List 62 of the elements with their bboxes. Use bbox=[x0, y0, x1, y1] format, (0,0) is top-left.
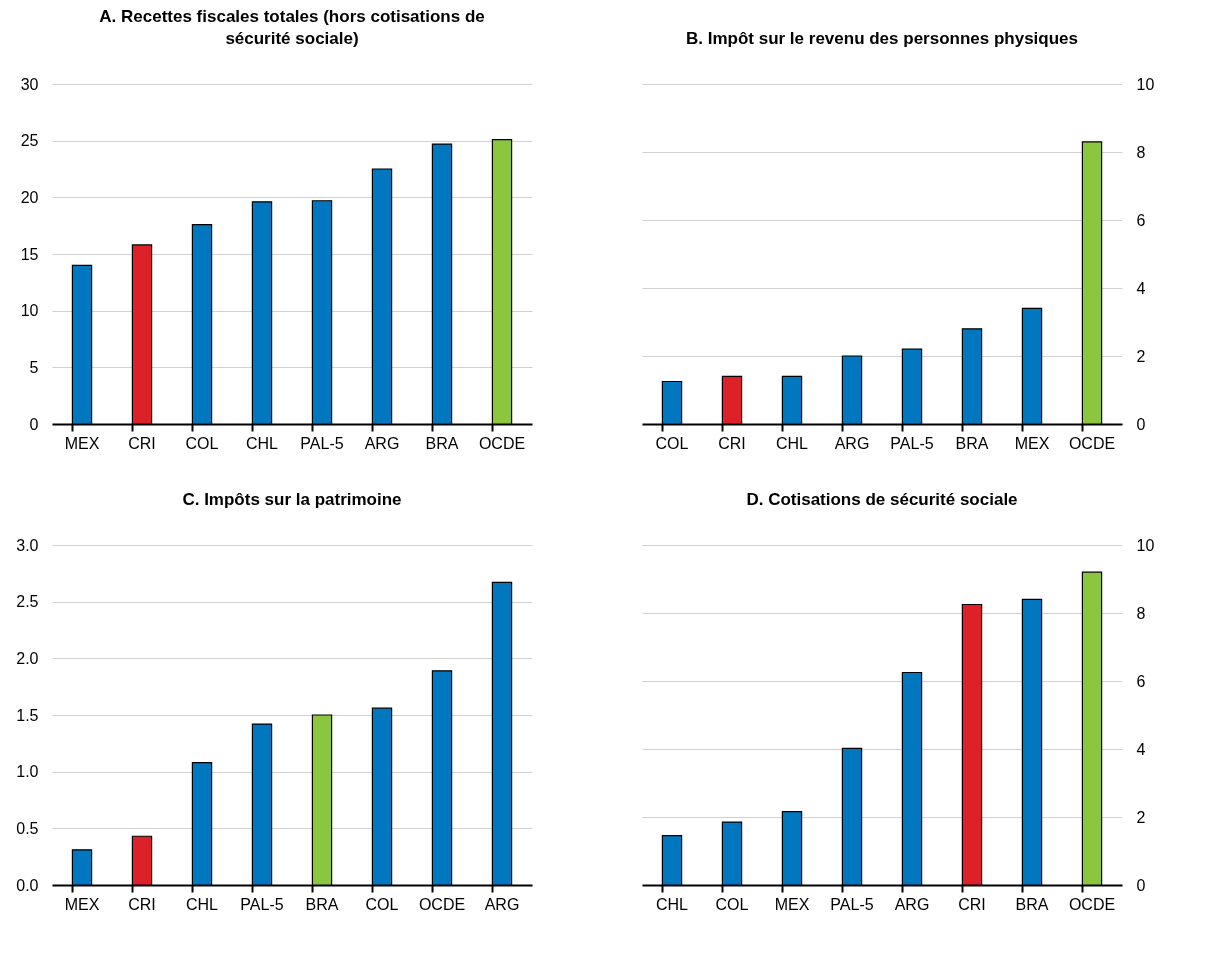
x-tick-label: MEX bbox=[1014, 434, 1050, 452]
y-tick-label: 20 bbox=[20, 188, 39, 206]
x-tick-label: CRI bbox=[718, 434, 746, 452]
x-tick-label: BRA bbox=[305, 895, 339, 913]
y-tick-label: 25 bbox=[20, 132, 39, 150]
x-tick-label: CHL bbox=[655, 895, 689, 913]
x-tick-label: OCDE bbox=[418, 895, 466, 913]
x-tick-label: COL bbox=[185, 434, 219, 452]
y-tick-label: 0 bbox=[1136, 876, 1146, 894]
y-tick-label: 10 bbox=[1136, 536, 1155, 554]
x-tick-label: PAL-5 bbox=[300, 434, 344, 452]
y-tick-label: 2 bbox=[1136, 808, 1146, 826]
y-tick-label: 6 bbox=[1136, 211, 1146, 229]
y-tick-label: 8 bbox=[1136, 143, 1146, 161]
x-tick-label: PAL-5 bbox=[240, 895, 284, 913]
x-tick-label: PAL-5 bbox=[830, 895, 874, 913]
y-tick-label: 2.0 bbox=[16, 649, 39, 667]
y-tick-label: 10 bbox=[1136, 75, 1155, 93]
y-tick-label: 2.5 bbox=[16, 593, 39, 611]
x-tick-label: MEX bbox=[64, 895, 100, 913]
x-tick-label: CRI bbox=[128, 895, 156, 913]
x-tick-label: CRI bbox=[128, 434, 156, 452]
y-tick-label: 0.0 bbox=[16, 876, 39, 894]
x-tick-label: PAL-5 bbox=[890, 434, 934, 452]
y-tick-label: 0 bbox=[1136, 415, 1146, 433]
x-tick-label: OCDE bbox=[1068, 895, 1116, 913]
y-tick-label: 1.0 bbox=[16, 763, 39, 781]
x-tick-label: ARG bbox=[834, 434, 870, 452]
x-tick-label: BRA bbox=[1015, 895, 1049, 913]
x-tick-label: MEX bbox=[64, 434, 100, 452]
x-tick-label: MEX bbox=[774, 895, 810, 913]
chart-title: D. Cotisations de sécurité sociale bbox=[746, 490, 1018, 509]
y-tick-label: 2 bbox=[1136, 347, 1146, 365]
y-tick-label: 1.5 bbox=[16, 706, 39, 724]
chart-title: B. Impôt sur le revenu des personnes physiques bbox=[685, 29, 1079, 48]
x-tick-label: COL bbox=[655, 434, 689, 452]
y-tick-label: 10 bbox=[20, 302, 39, 320]
y-tick-label: 6 bbox=[1136, 672, 1146, 690]
x-tick-label: BRA bbox=[425, 434, 459, 452]
y-tick-label: 5 bbox=[29, 358, 39, 376]
x-tick-label: ARG bbox=[364, 434, 400, 452]
x-tick-label: CRI bbox=[958, 895, 986, 913]
chart-title: A. Recettes fiscales totales (hors cotisations de sécurité sociale) bbox=[99, 7, 485, 48]
y-tick-label: 0.5 bbox=[16, 819, 39, 837]
y-tick-label: 4 bbox=[1136, 740, 1146, 758]
y-tick-label: 8 bbox=[1136, 604, 1146, 622]
y-tick-label: 15 bbox=[20, 245, 39, 263]
x-tick-label: COL bbox=[365, 895, 399, 913]
x-tick-label: OCDE bbox=[1068, 434, 1116, 452]
x-tick-label: OCDE bbox=[478, 434, 526, 452]
y-tick-label: 4 bbox=[1136, 279, 1146, 297]
x-tick-label: CHL bbox=[185, 895, 219, 913]
x-tick-label: ARG bbox=[484, 895, 520, 913]
y-tick-label: 30 bbox=[20, 75, 39, 93]
x-tick-label: ARG bbox=[894, 895, 930, 913]
y-tick-label: 3.0 bbox=[16, 536, 39, 554]
x-tick-label: COL bbox=[715, 895, 749, 913]
x-tick-label: CHL bbox=[245, 434, 279, 452]
x-tick-label: CHL bbox=[775, 434, 809, 452]
chart-title: C. Impôts sur la patrimoine bbox=[182, 490, 402, 509]
y-tick-label: 0 bbox=[29, 415, 39, 433]
x-tick-label: BRA bbox=[955, 434, 989, 452]
